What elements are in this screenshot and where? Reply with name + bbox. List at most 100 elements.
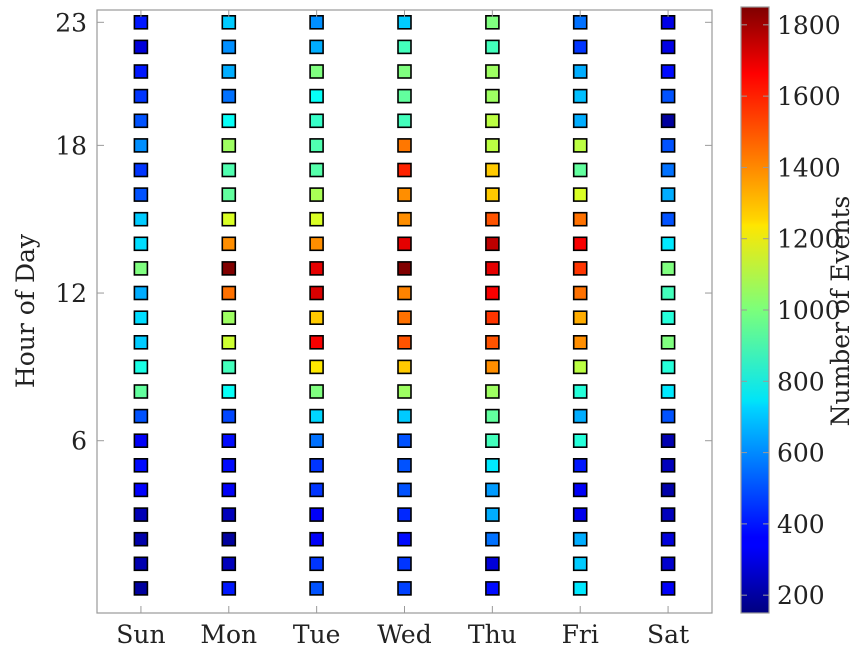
data-point bbox=[572, 285, 588, 301]
data-point bbox=[397, 236, 412, 252]
data-point bbox=[397, 556, 412, 572]
data-point bbox=[221, 457, 237, 473]
colorbar-tick-label: 600 bbox=[777, 439, 825, 468]
data-point bbox=[485, 384, 500, 399]
data-point bbox=[309, 334, 324, 350]
data-point bbox=[660, 359, 676, 375]
data-point bbox=[485, 187, 500, 202]
x-tick-label: Wed bbox=[377, 620, 431, 649]
data-point bbox=[572, 384, 588, 399]
data-point bbox=[485, 211, 500, 227]
data-point bbox=[397, 64, 412, 79]
data-point bbox=[309, 359, 324, 375]
colorbar-tick-label: 1200 bbox=[777, 225, 841, 254]
data-point bbox=[660, 384, 676, 399]
data-point bbox=[572, 408, 588, 424]
data-point bbox=[309, 211, 324, 227]
data-point bbox=[133, 556, 149, 572]
data-point bbox=[397, 433, 412, 449]
data-point bbox=[397, 310, 412, 326]
data-point bbox=[221, 138, 237, 153]
data-point bbox=[572, 556, 588, 572]
data-point bbox=[660, 211, 676, 227]
colorbar-tick-label: 800 bbox=[777, 367, 825, 396]
data-point bbox=[572, 138, 588, 153]
data-point bbox=[221, 285, 237, 301]
data-point bbox=[572, 359, 588, 375]
colorbar-axis: 200 400 600 800 1000 1200 1400 1600 1800 bbox=[741, 11, 841, 610]
data-point bbox=[309, 457, 324, 473]
data-point bbox=[221, 187, 237, 202]
colorbar-tick-label: 1800 bbox=[777, 11, 841, 40]
data-point bbox=[133, 187, 149, 202]
data-point bbox=[485, 334, 500, 350]
colorbar-tick-label: 400 bbox=[777, 510, 825, 539]
data-point bbox=[660, 581, 676, 596]
data-point bbox=[397, 187, 412, 202]
data-point bbox=[572, 39, 588, 55]
data-point bbox=[485, 482, 500, 498]
colorbar-tick-label: 1400 bbox=[777, 153, 841, 182]
data-point bbox=[133, 384, 149, 399]
data-point bbox=[221, 334, 237, 350]
data-marks bbox=[133, 15, 676, 596]
data-point bbox=[221, 15, 237, 30]
data-point bbox=[572, 581, 588, 596]
data-point bbox=[397, 507, 412, 522]
data-point bbox=[397, 531, 412, 547]
x-tick-label: Sat bbox=[647, 620, 689, 649]
data-point bbox=[221, 408, 237, 424]
data-point bbox=[397, 359, 412, 375]
data-point bbox=[485, 408, 500, 424]
data-point bbox=[221, 310, 237, 326]
data-point bbox=[572, 162, 588, 178]
data-point bbox=[133, 457, 149, 473]
data-point bbox=[485, 138, 500, 153]
data-point bbox=[221, 482, 237, 498]
colorbar-label: Number of Events bbox=[826, 196, 855, 427]
data-point bbox=[221, 39, 237, 55]
data-point bbox=[133, 285, 149, 301]
data-point bbox=[397, 285, 412, 301]
data-point bbox=[485, 88, 500, 104]
data-point bbox=[133, 138, 149, 153]
colorbar-tick-label: 1000 bbox=[777, 296, 841, 325]
data-point bbox=[572, 433, 588, 449]
data-point bbox=[397, 384, 412, 399]
data-point bbox=[221, 433, 237, 449]
data-point bbox=[660, 433, 676, 449]
x-axis: Sun Mon Tue Wed Thu Fri Sat bbox=[116, 10, 689, 649]
data-point bbox=[485, 261, 500, 276]
data-point bbox=[572, 310, 588, 326]
data-point bbox=[133, 310, 149, 326]
data-point bbox=[660, 187, 676, 202]
data-point bbox=[660, 531, 676, 547]
data-point bbox=[485, 310, 500, 326]
data-point bbox=[221, 211, 237, 227]
data-point bbox=[221, 384, 237, 399]
y-tick-label: 18 bbox=[55, 131, 87, 160]
data-point bbox=[133, 359, 149, 375]
y-axis-title: Hour of Day bbox=[11, 233, 40, 388]
data-point bbox=[133, 581, 149, 596]
data-point bbox=[309, 88, 324, 104]
data-point bbox=[221, 162, 237, 178]
data-point bbox=[572, 64, 588, 79]
data-point bbox=[133, 507, 149, 522]
data-point bbox=[485, 162, 500, 178]
data-point bbox=[309, 39, 324, 55]
data-point bbox=[221, 261, 237, 276]
data-point bbox=[221, 113, 237, 129]
data-point bbox=[572, 507, 588, 522]
data-point bbox=[221, 581, 237, 596]
data-point bbox=[397, 408, 412, 424]
data-point bbox=[572, 88, 588, 104]
data-point bbox=[133, 64, 149, 79]
data-point bbox=[660, 310, 676, 326]
data-point bbox=[397, 88, 412, 104]
data-point bbox=[660, 408, 676, 424]
data-point bbox=[660, 457, 676, 473]
data-point bbox=[221, 507, 237, 522]
data-point bbox=[309, 433, 324, 449]
